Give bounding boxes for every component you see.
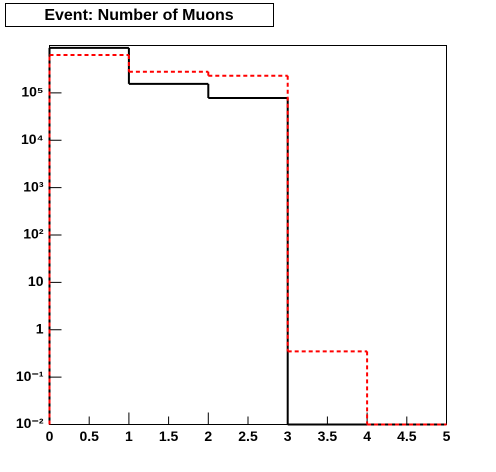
y-tick-label: 10⁴ — [21, 131, 44, 147]
y-tick-label: 10³ — [23, 178, 44, 194]
x-tick-label: 2.5 — [238, 428, 258, 444]
x-tick-label: 3.5 — [318, 428, 338, 444]
x-tick-label: 2 — [204, 428, 212, 444]
x-tick-label: 4 — [363, 428, 371, 444]
chart-title: Event: Number of Muons — [44, 7, 233, 24]
x-tick-label: 0.5 — [79, 428, 99, 444]
x-tick-label: 0 — [46, 428, 54, 444]
x-tick-label: 1.5 — [159, 428, 179, 444]
x-tick-label: 5 — [443, 428, 451, 444]
y-tick-label: 10 — [28, 273, 44, 289]
y-tick-label: 10² — [23, 226, 44, 242]
y-tick-label: 10⁵ — [21, 84, 43, 100]
x-tick-label: 4.5 — [397, 428, 417, 444]
y-tick-label: 1 — [36, 320, 44, 336]
y-tick-label: 10⁻¹ — [16, 368, 44, 384]
y-tick-label: 10⁻² — [16, 415, 44, 431]
x-tick-label: 3 — [284, 428, 292, 444]
x-tick-label: 1 — [125, 428, 133, 444]
title-box — [5, 3, 274, 27]
